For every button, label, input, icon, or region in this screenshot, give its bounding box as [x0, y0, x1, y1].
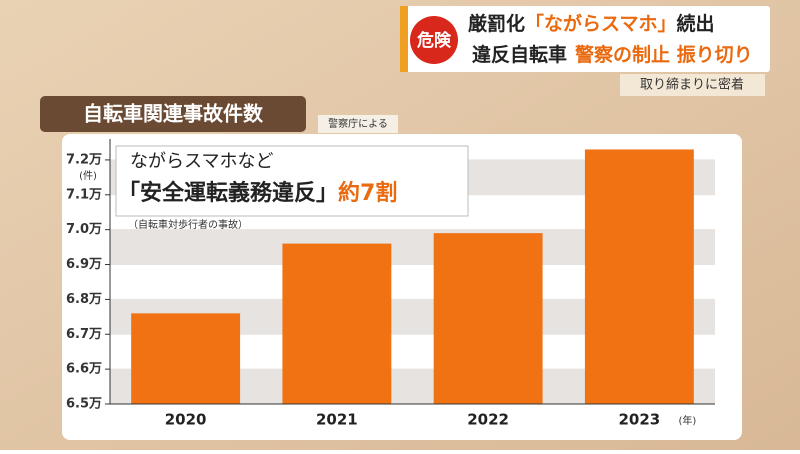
y-tick-label: 6.7万 — [66, 327, 102, 342]
y-tick-label: 7.1万 — [66, 187, 102, 202]
annotation-line1: ながらスマホなど — [130, 151, 273, 172]
x-unit: (年) — [678, 414, 696, 427]
y-tick-label: 6.9万 — [66, 257, 102, 272]
y-tick-label: 7.2万 — [66, 152, 102, 167]
headline-2: 違反自転車 警察の制止 振り切り — [472, 43, 753, 66]
annotation-part: 「安全運転義務違反」 — [118, 180, 338, 206]
annotation-line2: 「安全運転義務違反」約7割 — [118, 180, 397, 206]
headline-part: 「ながらスマホ」 — [525, 12, 676, 35]
overlay: ながらスマホなど 「安全運転義務違反」約7割 （自転車対歩行者の事故） — [115, 145, 469, 231]
y-tick-label: 6.6万 — [66, 362, 102, 377]
x-tick-label: 2022 — [467, 411, 509, 429]
headline-accent — [400, 6, 408, 72]
y-tick-label: 6.8万 — [66, 292, 102, 307]
source-box — [318, 115, 398, 133]
x-tick-label: 2020 — [165, 411, 207, 429]
bar — [433, 233, 543, 404]
badge — [410, 16, 458, 64]
badge-text: 危険 — [416, 30, 452, 51]
source: 警察庁による — [328, 117, 388, 130]
headline-part: 厳罰化 — [468, 12, 525, 35]
headline-1: 厳罰化「ながらスマホ」続出 — [468, 12, 714, 35]
headline-part: 警察の制止 振り切り — [575, 43, 753, 66]
annotation-part: 約7割 — [338, 180, 397, 206]
y-tick-label: 7.0万 — [66, 222, 102, 237]
chart-title: 自転車関連事故件数 — [83, 102, 264, 126]
x-tick-label: 2023 — [619, 411, 661, 429]
headline-part: 続出 — [676, 12, 714, 35]
title-banner — [40, 96, 306, 132]
bar — [282, 243, 392, 404]
annotation-box — [115, 145, 469, 217]
headline-box — [400, 6, 770, 72]
bar — [584, 149, 694, 404]
x-tick-label: 2021 — [316, 411, 358, 429]
tag: 取り締まりに密着 — [640, 77, 744, 93]
tag-box — [620, 74, 765, 96]
y-tick-label: 6.5万 — [66, 397, 102, 412]
headline-part: 違反自転車 — [472, 43, 567, 66]
annotation-note: （自転車対歩行者の事故） — [128, 218, 248, 231]
y-unit: (件) — [79, 170, 97, 182]
bar — [131, 313, 241, 404]
